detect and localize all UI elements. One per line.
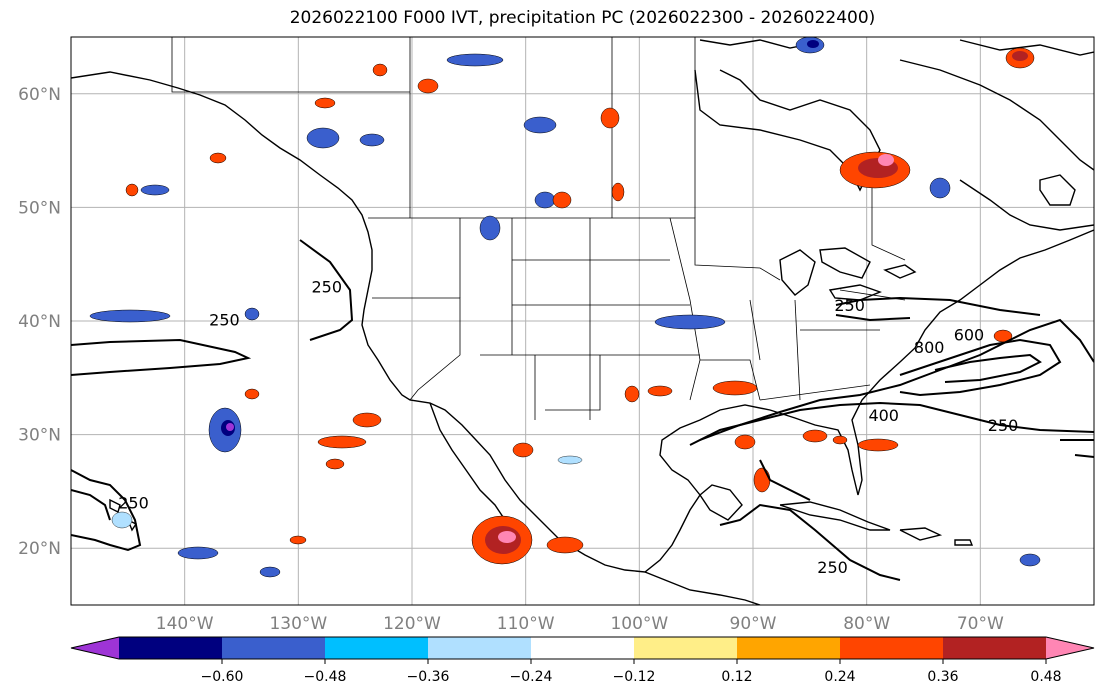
lon-tick-label: 140°W [156, 614, 214, 634]
contour-label: 250 [311, 278, 342, 297]
colorbar-tick-label: 0.12 [721, 669, 752, 685]
colorbar-bin [325, 637, 429, 659]
colorbar-tick-label: −0.36 [407, 669, 450, 685]
colorbar-bin [222, 637, 326, 659]
lat-tick-label: 20°N [18, 539, 61, 559]
longitude-axis: 140°W 130°W 120°W 110°W 100°W 90°W 80°W 70°W [156, 614, 1004, 634]
colorbar-tick-label: −0.48 [304, 669, 347, 685]
contour-label: 250 [834, 296, 865, 315]
colorbar-bin [119, 637, 223, 659]
ivt-contours [71, 239, 1094, 581]
contour-label: 250 [988, 416, 1019, 435]
coastlines [71, 39, 1094, 605]
colorbar-tick-label: 0.48 [1030, 669, 1061, 685]
lat-tick-label: 60°N [18, 85, 61, 105]
lon-tick-label: 100°W [610, 614, 668, 634]
lon-tick-label: 80°W [843, 614, 890, 634]
colorbar-bin [634, 637, 738, 659]
colorbar-outline [70, 636, 1095, 660]
lat-tick-label: 50°N [18, 198, 61, 218]
political-borders [171, 37, 906, 420]
colorbar-bin [943, 637, 1047, 659]
lon-tick-label: 70°W [957, 614, 1004, 634]
map-title: 2026022100 F000 IVT, precipitation PC (2… [289, 8, 876, 28]
lon-tick-label: 110°W [497, 614, 555, 634]
colorbar-tick-label: −0.24 [510, 669, 553, 685]
map-frame [70, 36, 1095, 606]
colorbar-tick-label: −0.12 [613, 669, 656, 685]
colorbar-bin [531, 637, 635, 659]
colorbar-tick-label: −0.60 [201, 669, 244, 685]
colorbar: −0.60 −0.48 −0.36 −0.24 −0.12 0.12 0.24 0.36 0.4… [70, 636, 1095, 685]
latitude-axis: 60°N 50°N 40°N 30°N 20°N [18, 85, 61, 559]
colorbar-tick-label: 0.36 [927, 669, 958, 685]
colorbar-bin [428, 637, 532, 659]
colorbar-bin [737, 637, 841, 659]
lon-tick-label: 90°W [730, 614, 777, 634]
contour-label: 250 [118, 493, 149, 512]
contour-label: 250 [817, 558, 848, 577]
contour-label: 600 [954, 325, 985, 344]
lat-tick-label: 40°N [18, 312, 61, 332]
colorbar-extend-high [1046, 637, 1094, 659]
precipitation-anomaly-shading [89, 37, 1041, 578]
colorbar-extend-low [71, 637, 119, 659]
lat-tick-label: 30°N [18, 426, 61, 446]
contour-label: 250 [209, 311, 240, 330]
contour-labels: 250 250 250 250 400 250 800 600 250 [118, 278, 1018, 578]
lon-tick-label: 130°W [269, 614, 327, 634]
colorbar-bin [840, 637, 944, 659]
contour-label: 800 [914, 338, 945, 357]
gridlines [71, 37, 1094, 605]
contour-label: 400 [868, 406, 899, 425]
lon-tick-label: 120°W [383, 614, 441, 634]
colorbar-tick-label: 0.24 [824, 669, 855, 685]
